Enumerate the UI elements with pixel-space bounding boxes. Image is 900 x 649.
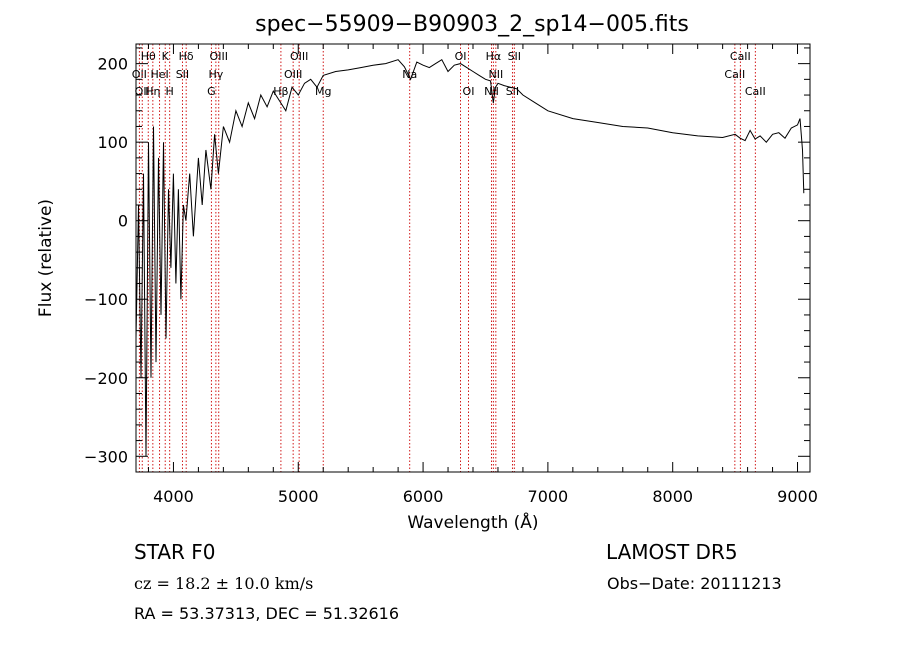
y-tick-label-0: −300 bbox=[84, 447, 128, 466]
survey-name: LAMOST DR5 bbox=[606, 540, 738, 564]
line-marker-label-2: Hθ bbox=[141, 50, 156, 63]
y-tick-label-2: −100 bbox=[84, 290, 128, 309]
series-layer bbox=[135, 58, 805, 457]
line-marker-label-3: Hη bbox=[145, 85, 160, 98]
object-class: STAR F0 bbox=[134, 540, 216, 564]
line-marker-label-15: Mg bbox=[315, 85, 331, 98]
line-marker-layer: OIIOIIHθHηHeIKHSIIHδGHγOIIIHβOIIIOIIIMgN… bbox=[132, 44, 766, 472]
line-marker-label-9: G bbox=[207, 85, 216, 98]
line-marker-label-23: SII bbox=[508, 50, 521, 63]
x-axis-label: Wavelength (Å) bbox=[407, 511, 538, 533]
y-axis-ticks: −300 −200 −100 0 100 200 bbox=[84, 47, 810, 473]
line-marker-label-7: SII bbox=[176, 68, 189, 81]
line-marker-label-8: Hδ bbox=[179, 50, 194, 63]
y-tick-label-1: −200 bbox=[84, 369, 128, 388]
redshift-velocity: cz = 18.2 ± 10.0 km/s bbox=[134, 574, 314, 593]
line-marker-label-20: Hα bbox=[486, 50, 502, 63]
spectrum-line-0 bbox=[135, 58, 805, 457]
x-tick-label-2: 6000 bbox=[403, 487, 444, 506]
line-marker-label-6: H bbox=[166, 85, 174, 98]
plot-frame bbox=[135, 43, 811, 473]
observation-date: Obs−Date: 20111213 bbox=[607, 574, 782, 593]
line-marker-label-18: OI bbox=[463, 85, 475, 98]
line-marker-label-26: CaII bbox=[745, 85, 766, 98]
x-tick-label-1: 5000 bbox=[278, 487, 319, 506]
line-marker-label-5: K bbox=[162, 50, 170, 63]
spectrum-chart: spec−55909−B90903_2_sp14−005.fits OIIOII… bbox=[36, 12, 818, 533]
x-tick-label-4: 8000 bbox=[652, 487, 693, 506]
line-marker-label-25: CaII bbox=[730, 50, 751, 63]
x-tick-label-0: 4000 bbox=[153, 487, 194, 506]
y-axis-label: Flux (relative) bbox=[36, 199, 56, 317]
x-tick-label-3: 7000 bbox=[528, 487, 569, 506]
ra-dec-coordinates: RA = 53.37313, DEC = 51.32616 bbox=[134, 604, 400, 623]
y-tick-label-3: 0 bbox=[118, 212, 128, 231]
line-marker-label-17: OI bbox=[455, 50, 467, 63]
x-axis-ticks: 4000 5000 6000 7000 8000 9000 bbox=[147, 44, 818, 506]
line-marker-label-21: NII bbox=[488, 68, 503, 81]
line-marker-label-12: Hβ bbox=[273, 85, 288, 98]
chart-title: spec−55909−B90903_2_sp14−005.fits bbox=[255, 12, 689, 37]
line-marker-label-24: CaII bbox=[724, 68, 745, 81]
y-tick-label-5: 200 bbox=[97, 55, 128, 74]
y-tick-label-4: 100 bbox=[97, 133, 128, 152]
line-marker-label-10: Hγ bbox=[208, 68, 223, 81]
x-tick-label-5: 9000 bbox=[777, 487, 818, 506]
line-marker-label-11: OIII bbox=[210, 50, 228, 63]
line-marker-label-13: OIII bbox=[284, 68, 302, 81]
line-marker-label-14: OIII bbox=[290, 50, 308, 63]
line-marker-label-16: Na bbox=[402, 68, 417, 81]
line-marker-label-4: HeI bbox=[150, 68, 168, 81]
